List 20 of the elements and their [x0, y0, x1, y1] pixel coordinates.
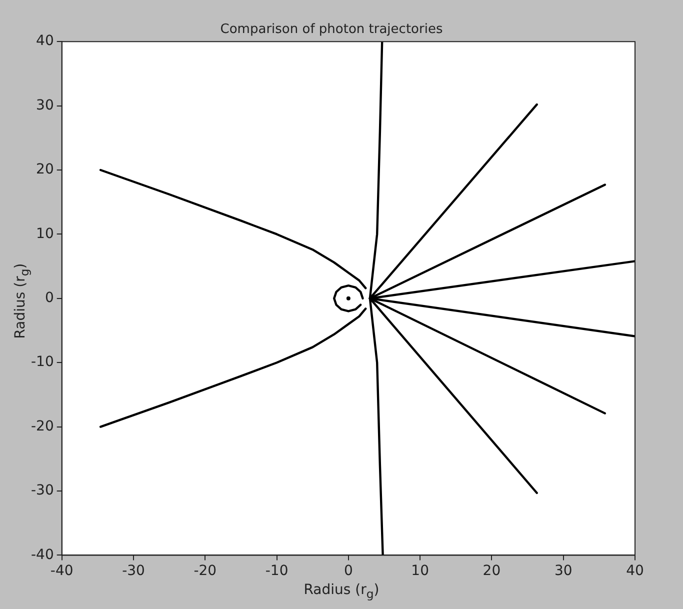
x-tick-label: 20 — [482, 563, 501, 580]
y-tick-label: 30 — [36, 97, 54, 114]
x-tick-label: 40 — [626, 563, 644, 580]
y-tick-label: -10 — [30, 354, 54, 370]
y-tick-label: 20 — [36, 162, 54, 178]
x-tick-label: 10 — [411, 563, 429, 580]
x-tick-label: 30 — [554, 563, 572, 580]
x-tick-label: -20 — [194, 563, 217, 580]
y-tick-label: -30 — [30, 482, 54, 499]
y-tick-label: 0 — [44, 290, 54, 306]
y-tick-label: 10 — [36, 226, 54, 242]
x-tick-label: -40 — [50, 563, 74, 580]
y-tick-label: -40 — [30, 546, 54, 563]
x-tick-label: -30 — [122, 563, 145, 580]
y-tick-label: 40 — [36, 33, 54, 50]
x-tick-label: 0 — [344, 563, 353, 580]
y-tick-label: -20 — [30, 418, 54, 434]
x-tick-label: -10 — [265, 563, 288, 580]
x-axis-title: Radius (r$_{g}$) — [302, 582, 380, 601]
chart-title: Comparison of photon trajectories — [220, 22, 443, 38]
